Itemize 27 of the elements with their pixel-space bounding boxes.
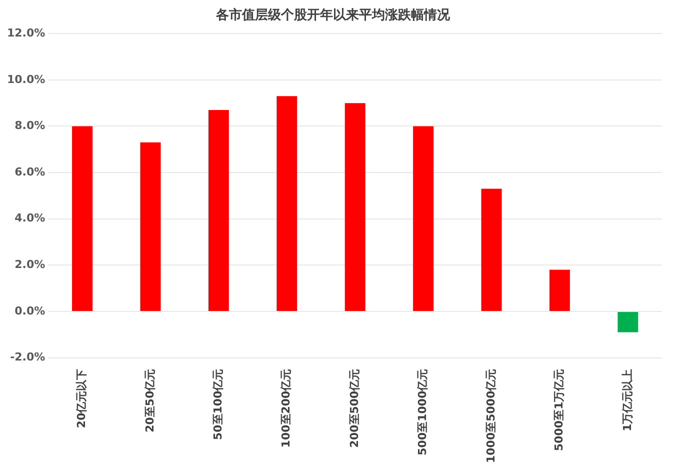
x-tick-label: 5000至1万亿元 bbox=[552, 368, 566, 452]
x-tick-label: 100至200亿元 bbox=[280, 368, 293, 448]
y-tick-label: 0.0% bbox=[14, 304, 46, 318]
bar bbox=[618, 312, 638, 332]
x-tick-label: 20亿元以下 bbox=[75, 368, 88, 428]
bar bbox=[481, 188, 502, 311]
x-tick-label: 1000至5000亿元 bbox=[484, 368, 498, 464]
x-tick-label: 20至50亿元 bbox=[143, 368, 156, 432]
y-tick-label: 12.0% bbox=[6, 26, 46, 40]
bar bbox=[344, 103, 366, 311]
y-tick-label: 2.0% bbox=[14, 258, 46, 272]
bar bbox=[208, 110, 229, 311]
bar bbox=[140, 142, 161, 311]
x-tick-label: 200至500亿元 bbox=[348, 368, 361, 448]
x-tick-label: 1万亿元以上 bbox=[620, 368, 634, 432]
y-tick-label: 8.0% bbox=[14, 119, 46, 132]
x-tick-label: 500至1000亿元 bbox=[416, 368, 430, 456]
x-tick-label: 50至100亿元 bbox=[212, 368, 225, 440]
chart-title: 各市值层级个股开年以来平均涨跌幅情况 bbox=[215, 7, 451, 24]
y-tick-label: 6.0% bbox=[14, 165, 46, 178]
bar bbox=[413, 126, 434, 311]
y-tick-label: 10.0% bbox=[6, 72, 46, 86]
y-tick-label: 4.0% bbox=[14, 212, 46, 225]
y-tick-label: -2.0% bbox=[10, 350, 46, 364]
bar bbox=[72, 126, 92, 311]
bar bbox=[549, 270, 570, 311]
bar bbox=[276, 96, 298, 311]
